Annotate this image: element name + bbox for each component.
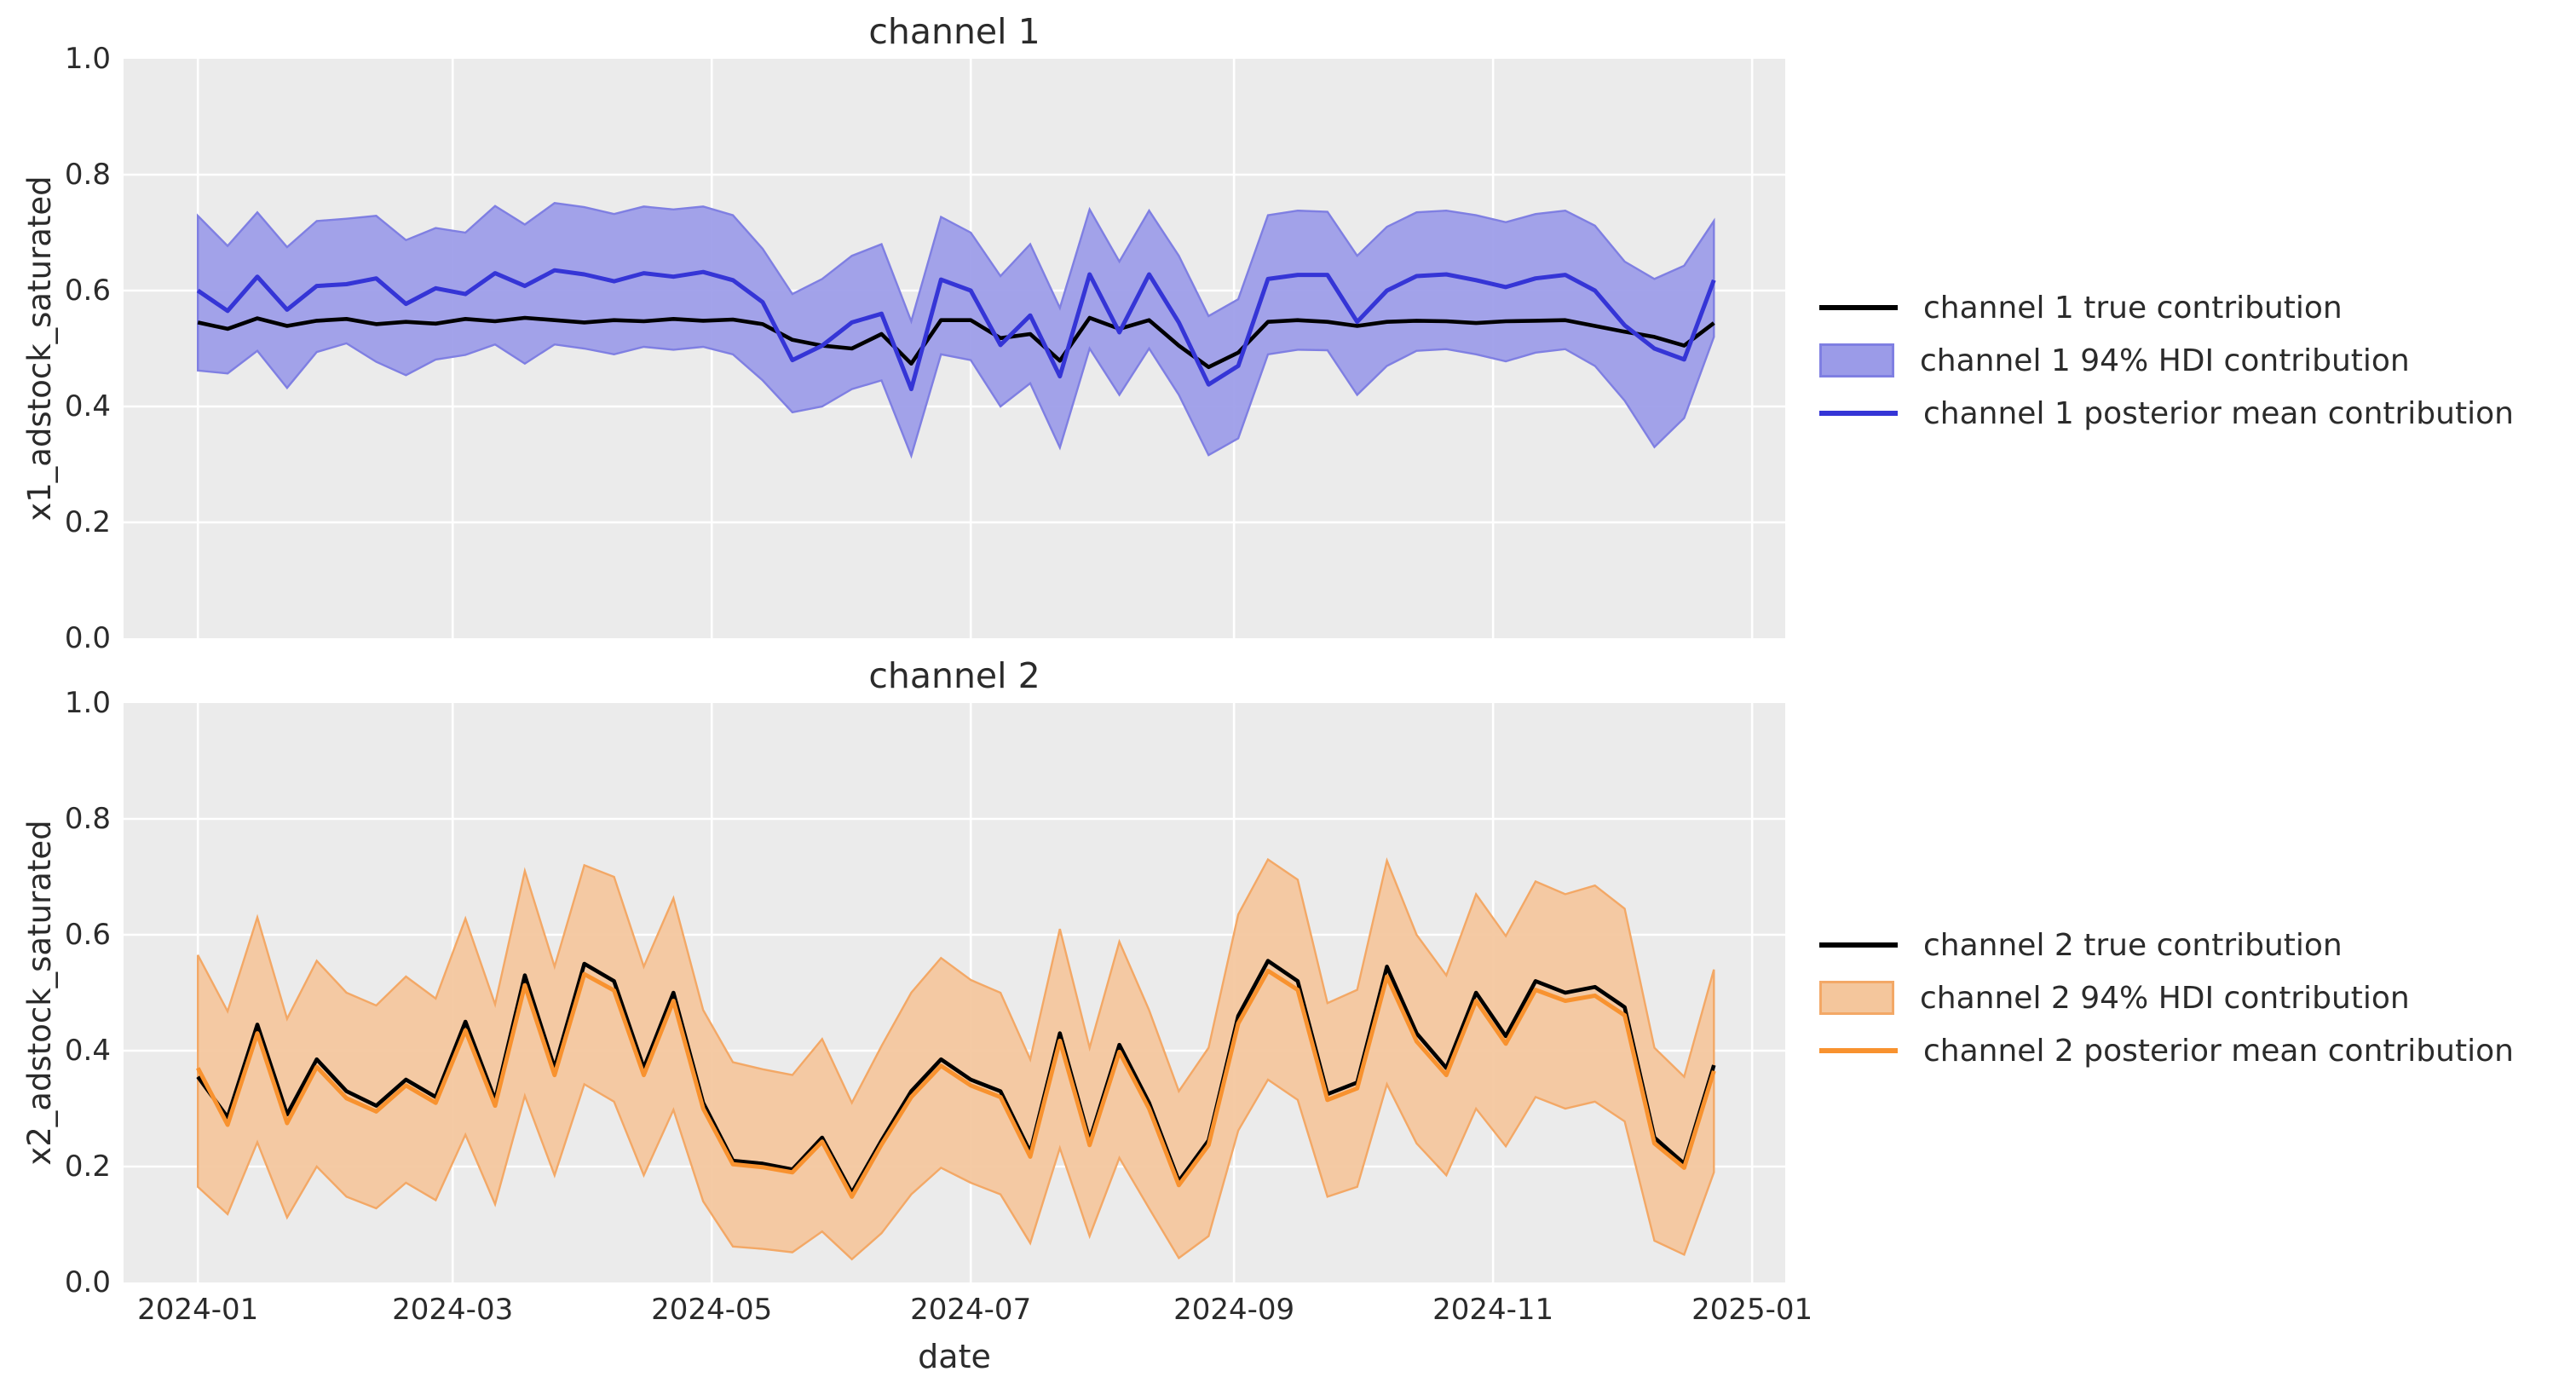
y-tick-label: 0.4 [64, 1034, 111, 1068]
legend-row: channel 2 posterior mean contribution [1819, 1024, 2576, 1077]
y-tick-label: 0.0 [64, 621, 111, 655]
x-tick-label: 2024-07 [910, 1293, 1032, 1327]
y-tick-label: 0.6 [64, 274, 111, 308]
legend-row: channel 2 true contribution [1819, 919, 2576, 971]
y-tick-label: 0.2 [64, 505, 111, 539]
chart-canvas [124, 703, 1785, 1282]
legend-label: channel 2 posterior mean contribution [1923, 1033, 2514, 1069]
legend-label: channel 2 94% HDI contribution [1920, 980, 2410, 1016]
x-tick-label: 2024-09 [1173, 1293, 1295, 1327]
true-contribution-line [196, 959, 1716, 1195]
y-tick-label: 1.0 [64, 42, 111, 76]
x-tick-label: 2024-01 [137, 1293, 259, 1327]
legend-label: channel 1 true contribution [1923, 290, 2343, 326]
legend-channel-1: channel 1 true contribution channel 1 94… [1819, 281, 2576, 440]
legend-row: channel 1 94% HDI contribution [1819, 334, 2576, 387]
true-line-swatch [1819, 305, 1898, 310]
legend-row: channel 1 posterior mean contribution [1819, 387, 2576, 440]
x-tick-label: 2024-05 [651, 1293, 773, 1327]
posterior-mean-line [195, 968, 1716, 1199]
legend-label: channel 1 posterior mean contribution [1923, 395, 2514, 431]
legend-row: channel 1 true contribution [1819, 281, 2576, 334]
y-tick-label: 0.6 [64, 918, 111, 952]
legend-row: channel 2 94% HDI contribution [1819, 971, 2576, 1024]
hdi-band [196, 202, 1715, 459]
legend-channel-2: channel 2 true contribution channel 2 94… [1819, 919, 2576, 1077]
y-tick-label: 0.8 [64, 158, 111, 192]
x-tick-label: 2024-11 [1432, 1293, 1554, 1327]
legend-label: channel 2 true contribution [1923, 927, 2343, 963]
posterior-mean-line-swatch [1819, 1048, 1898, 1053]
y-tick-label: 0.2 [64, 1150, 111, 1184]
chart-title-channel-1: channel 1 [868, 11, 1040, 52]
y-tick-label: 0.0 [64, 1265, 111, 1299]
y-tick-label: 0.4 [64, 389, 111, 424]
x-tick-label: 2025-01 [1691, 1293, 1813, 1327]
posterior-mean-line-swatch [1819, 411, 1898, 416]
chart-canvas [124, 59, 1785, 638]
plot-area-channel-2 [124, 703, 1785, 1282]
y-tick-label: 0.8 [64, 802, 111, 836]
x-axis-label: date [918, 1338, 991, 1375]
true-line-swatch [1819, 942, 1898, 948]
hdi-band [196, 856, 1715, 1261]
x-tick-label: 2024-03 [392, 1293, 514, 1327]
y-tick-label: 1.0 [64, 686, 111, 720]
hdi-band-swatch [1819, 981, 1894, 1015]
chart-title-channel-2: channel 2 [868, 655, 1040, 696]
hdi-band-swatch [1819, 343, 1894, 377]
legend-label: channel 1 94% HDI contribution [1920, 343, 2410, 378]
true-contribution-line [197, 315, 1715, 370]
posterior-mean-line [196, 268, 1716, 392]
plot-area-channel-1 [124, 59, 1785, 638]
